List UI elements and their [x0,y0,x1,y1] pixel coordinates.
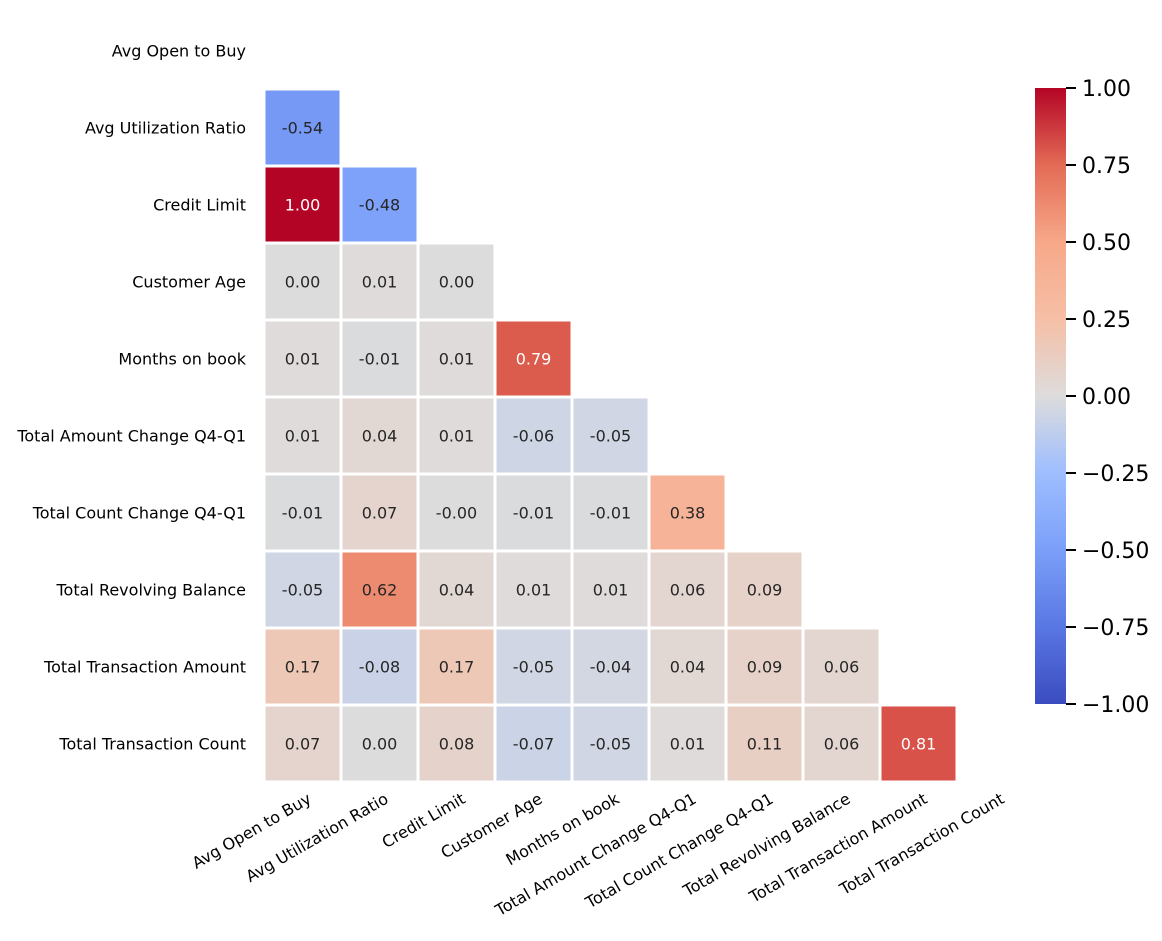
cell-value-label: 0.01 [285,350,321,369]
cell-value-label: -0.05 [282,581,323,600]
cell-value-label: 0.62 [362,581,398,600]
heatmap-cell-total-transaction-count-customer-age [493,703,574,784]
heatmap-cell-total-count-change-q4-q1-total-amount-change-q4-q1 [647,472,728,553]
colorbar-tick-label: −0.75 [1082,616,1149,641]
cell-value-label: 0.07 [362,504,398,523]
cell-value-label: -0.48 [359,196,400,215]
cell-value-label: 0.17 [285,658,321,677]
cell-value-label: 0.08 [439,735,475,754]
y-tick-label-customer-age: Customer Age [132,273,246,292]
heatmap-cell-total-revolving-balance-total-amount-change-q4-q1 [647,549,728,630]
heatmap-cell-total-transaction-count-months-on-book [570,703,651,784]
cell-value-label: 0.11 [747,735,783,754]
colorbar-tick-label: 1.00 [1082,77,1131,102]
cell-value-label: -0.01 [513,504,554,523]
y-tick-label-total-transaction-count: Total Transaction Count [58,735,246,754]
cell-value-label: 0.79 [516,350,552,369]
colorbar-tick-label: −1.00 [1082,693,1149,718]
cell-value-label: 0.06 [670,581,706,600]
y-tick-label-total-revolving-balance: Total Revolving Balance [55,581,246,600]
heatmap-cell-customer-age-credit-limit [416,241,497,322]
colorbar-tick-label: −0.25 [1082,462,1149,487]
y-tick-label-months-on-book: Months on book [118,350,246,369]
cell-value-label: 0.06 [824,658,860,677]
cell-value-label: -0.00 [436,504,477,523]
heatmap-cell-total-revolving-balance-avg-open-to-buy [262,549,343,630]
x-tick-label-avg-utilization-ratio: Avg Utilization Ratio [243,789,392,886]
cell-value-label: 0.09 [747,581,783,600]
cell-value-label: 0.01 [593,581,629,600]
y-tick-label-total-count-change-q4-q1: Total Count Change Q4-Q1 [32,504,246,523]
cell-value-label: -0.08 [359,658,400,677]
cell-value-label: -0.07 [513,735,554,754]
heatmap-cell-total-transaction-count-total-transaction-amount [878,703,959,784]
cell-value-label: 0.01 [516,581,552,600]
heatmap-cell-total-count-change-q4-q1-avg-utilization-ratio [339,472,420,553]
cell-value-label: 0.06 [824,735,860,754]
colorbar-tick-label: 0.50 [1082,231,1131,256]
cell-value-label: -0.01 [282,504,323,523]
heatmap-cell-total-transaction-amount-avg-open-to-buy [262,626,343,707]
heatmap-cell-months-on-book-customer-age [493,318,574,399]
colorbar-tick-label: 0.00 [1082,385,1131,410]
heatmap-cell-total-transaction-amount-total-revolving-balance [801,626,882,707]
heatmap-cells [262,87,959,784]
cell-value-label: 0.00 [285,273,321,292]
cell-value-label: 1.00 [285,196,321,215]
y-tick-label-total-transaction-amount: Total Transaction Amount [43,658,246,677]
heatmap-cell-total-transaction-count-total-amount-change-q4-q1 [647,703,728,784]
y-tick-label-total-amount-change-q4-q1: Total Amount Change Q4-Q1 [16,427,246,446]
heatmap-cell-total-count-change-q4-q1-customer-age [493,472,574,553]
cell-value-label: -0.01 [590,504,631,523]
cell-value-label: 0.01 [362,273,398,292]
cell-value-label: 0.00 [439,273,475,292]
cell-value-label: -0.04 [590,658,631,677]
heatmap-cell-total-transaction-amount-credit-limit [416,626,497,707]
cell-value-label: 0.00 [362,735,398,754]
cell-value-label: 0.01 [439,350,475,369]
heatmap-cell-total-amount-change-q4-q1-avg-utilization-ratio [339,395,420,476]
cell-value-label: 0.81 [901,735,937,754]
heatmap-cell-total-amount-change-q4-q1-customer-age [493,395,574,476]
cell-value-label: 0.01 [439,427,475,446]
cell-value-label: -0.05 [590,427,631,446]
cell-value-label: 0.01 [670,735,706,754]
cell-value-label: 0.17 [439,658,475,677]
cell-value-label: 0.04 [439,581,475,600]
cell-value-label: -0.54 [282,119,323,138]
colorbar: 1.00 0.75 0.50 0.25 0.00 −0.25 −0.50 −0.75 −1.00 [1035,77,1149,718]
colorbar-tick-label: −0.50 [1082,539,1149,564]
cell-value-label: 0.07 [285,735,321,754]
cell-value-label: 0.01 [285,427,321,446]
heatmap-cell-labels: -0.54 1.00 -0.48 0.00 0.01 0.00 0.01 -0.01 0.01 0… [282,119,937,754]
heatmap-cell-months-on-book-avg-utilization-ratio [339,318,420,399]
heatmap-cell-total-count-change-q4-q1-avg-open-to-buy [262,472,343,553]
cell-value-label: 0.38 [670,504,706,523]
y-tick-label-avg-open-to-buy: Avg Open to Buy [112,42,246,61]
cell-value-label: -0.06 [513,427,554,446]
cell-value-label: -0.05 [513,658,554,677]
heatmap-cell-total-transaction-count-avg-open-to-buy [262,703,343,784]
cell-value-label: -0.01 [359,350,400,369]
heatmap-cell-total-transaction-count-avg-utilization-ratio [339,703,420,784]
cell-value-label: -0.05 [590,735,631,754]
cell-value-label: 0.09 [747,658,783,677]
colorbar-gradient [1035,88,1066,704]
y-tick-label-avg-utilization-ratio: Avg Utilization Ratio [85,119,246,138]
heatmap-cell-total-revolving-balance-avg-utilization-ratio [339,549,420,630]
y-tick-label-credit-limit: Credit Limit [153,196,246,215]
heatmap-cell-total-count-change-q4-q1-months-on-book [570,472,651,553]
colorbar-tick-label: 0.75 [1082,154,1131,179]
colorbar-tick-label: 0.25 [1082,308,1131,333]
cell-value-label: 0.04 [670,658,706,677]
y-axis-tick-labels: Avg Open to Buy Avg Utilization Ratio Cred… [16,42,246,754]
cell-value-label: 0.04 [362,427,398,446]
